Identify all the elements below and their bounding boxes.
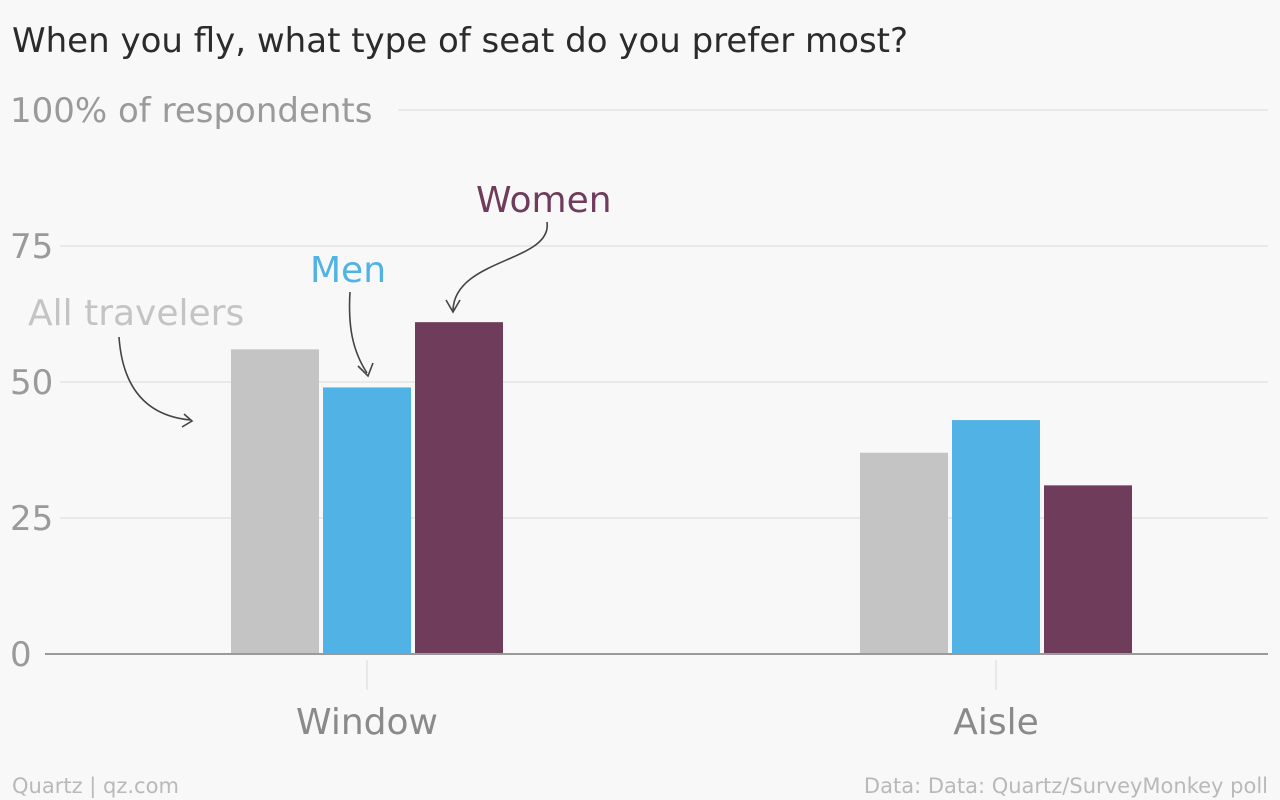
footer-source-right: Data: Data: Quartz/SurveyMonkey poll xyxy=(864,774,1268,798)
bar-aisle-women xyxy=(1044,485,1132,654)
x-tick-label-window: Window xyxy=(296,702,438,743)
bar-aisle-men xyxy=(952,420,1040,654)
chart-title: When you fly, what type of seat do you p… xyxy=(12,21,908,61)
y-tick-label-50: 50 xyxy=(10,363,53,403)
y-tick-label-0: 0 xyxy=(10,635,32,675)
annotation-all-travelers: All travelers xyxy=(28,293,244,334)
arrow-head-men xyxy=(357,362,374,378)
footer-source-left: Quartz | qz.com xyxy=(12,774,179,799)
bar-window-men xyxy=(323,387,411,654)
arrow-head-women xyxy=(445,299,461,314)
bar-window-women xyxy=(415,322,503,654)
y-tick-label-100: 100% of respondents xyxy=(10,91,372,131)
axis: 0 25 50 75 100% of respondents Window Aisle xyxy=(10,91,1268,743)
arrow-head-all-travelers xyxy=(181,413,194,428)
arrow-women xyxy=(452,221,548,311)
bars xyxy=(231,322,1132,654)
arrow-all-travelers xyxy=(118,336,191,421)
annotation-women: Women xyxy=(476,180,612,221)
x-tick-label-aisle: Aisle xyxy=(953,702,1039,743)
arrow-men xyxy=(348,291,368,374)
annotation-men: Men xyxy=(310,250,386,291)
bar-window-all-travelers xyxy=(231,349,319,654)
y-tick-label-75: 75 xyxy=(10,227,53,267)
bar-aisle-all-travelers xyxy=(860,452,948,654)
y-tick-label-25: 25 xyxy=(10,499,53,539)
